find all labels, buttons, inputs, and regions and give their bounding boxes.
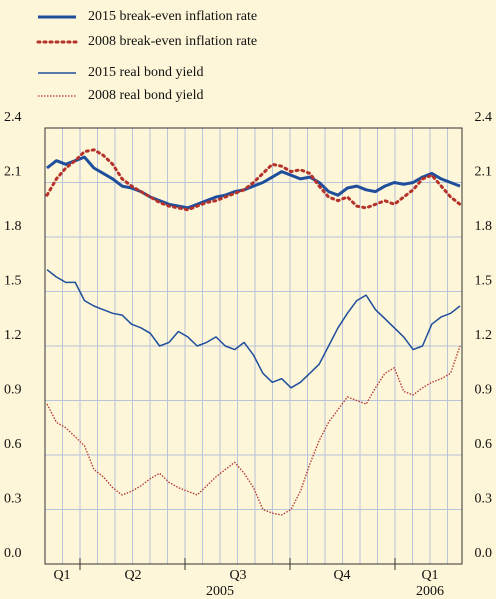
y2-tick-label: 1.2 (475, 328, 493, 343)
legend-label: 2008 real bond yield (88, 88, 203, 103)
legend-label: 2015 real bond yield (88, 65, 203, 80)
series-line (46, 345, 461, 516)
x-tick-label: Q4 (333, 568, 350, 583)
legend-label: 2008 break-even inflation rate (88, 34, 257, 49)
y-tick-label: 2.1 (4, 165, 22, 180)
series-line (45, 148, 462, 212)
x-tick-label: Q2 (124, 568, 141, 583)
series-line (46, 155, 461, 210)
y2-tick-label: 0.9 (475, 383, 493, 398)
x-tick-label: Q1 (421, 568, 438, 583)
x-tick-label: Q1 (53, 568, 70, 583)
y2-tick-label: 0.6 (475, 437, 493, 452)
y2-tick-label: 1.5 (475, 274, 493, 289)
plot-frame (44, 127, 463, 565)
y2-tick-label: 0.0 (475, 546, 493, 561)
y2-tick-label: 2.4 (475, 110, 493, 125)
y-tick-label: 0.9 (4, 383, 22, 398)
legend-label: 2015 break-even inflation rate (88, 9, 257, 24)
y-tick-label: 1.8 (4, 219, 22, 234)
x-tick-label: Q3 (229, 568, 246, 583)
y-tick-label: 2.4 (4, 110, 22, 125)
y-tick-label: 0.0 (4, 546, 22, 561)
y2-tick-label: 0.3 (475, 492, 493, 507)
y-tick-label: 0.6 (4, 437, 22, 452)
x-group-label: 2005 (206, 584, 234, 599)
y-tick-label: 0.3 (4, 492, 22, 507)
series-line (46, 269, 461, 389)
y-tick-label: 1.2 (4, 328, 22, 343)
y-tick-label: 1.5 (4, 274, 22, 289)
y2-tick-label: 2.1 (475, 165, 493, 180)
y2-tick-label: 1.8 (475, 219, 493, 234)
x-group-label: 2006 (416, 584, 444, 599)
